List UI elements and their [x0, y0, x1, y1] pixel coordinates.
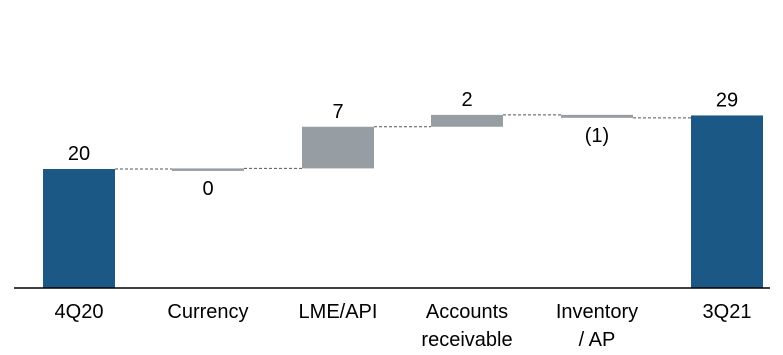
value-label-3: 2: [461, 89, 472, 111]
category-label-1: Currency: [167, 301, 248, 323]
bar-3: [431, 114, 503, 127]
bar-1: [172, 168, 244, 171]
bar-0: [43, 169, 115, 288]
bar-4: [561, 114, 633, 118]
bar-5: [691, 115, 763, 288]
value-label-2: 7: [332, 101, 343, 123]
connectors-group: [115, 114, 691, 170]
category-label-4: Inventory / AP: [556, 301, 638, 351]
category-label-2: LME/API: [299, 301, 378, 323]
value-label-4: (1): [585, 125, 609, 147]
value-labels-group: 20 0 7 2 (1) 29: [68, 89, 738, 200]
value-label-0: 20: [68, 143, 90, 165]
category-label-3: Accounts receivable: [421, 301, 512, 351]
category-label-5: 3Q21: [703, 301, 752, 323]
bars-group: [43, 114, 763, 288]
value-label-5: 29: [716, 89, 738, 111]
value-label-1: 0: [202, 178, 213, 200]
bar-2: [302, 126, 374, 169]
category-labels-group: 4Q20 Currency LME/API Accounts receivable Inv…: [55, 301, 752, 351]
category-label-0: 4Q20: [55, 301, 104, 323]
